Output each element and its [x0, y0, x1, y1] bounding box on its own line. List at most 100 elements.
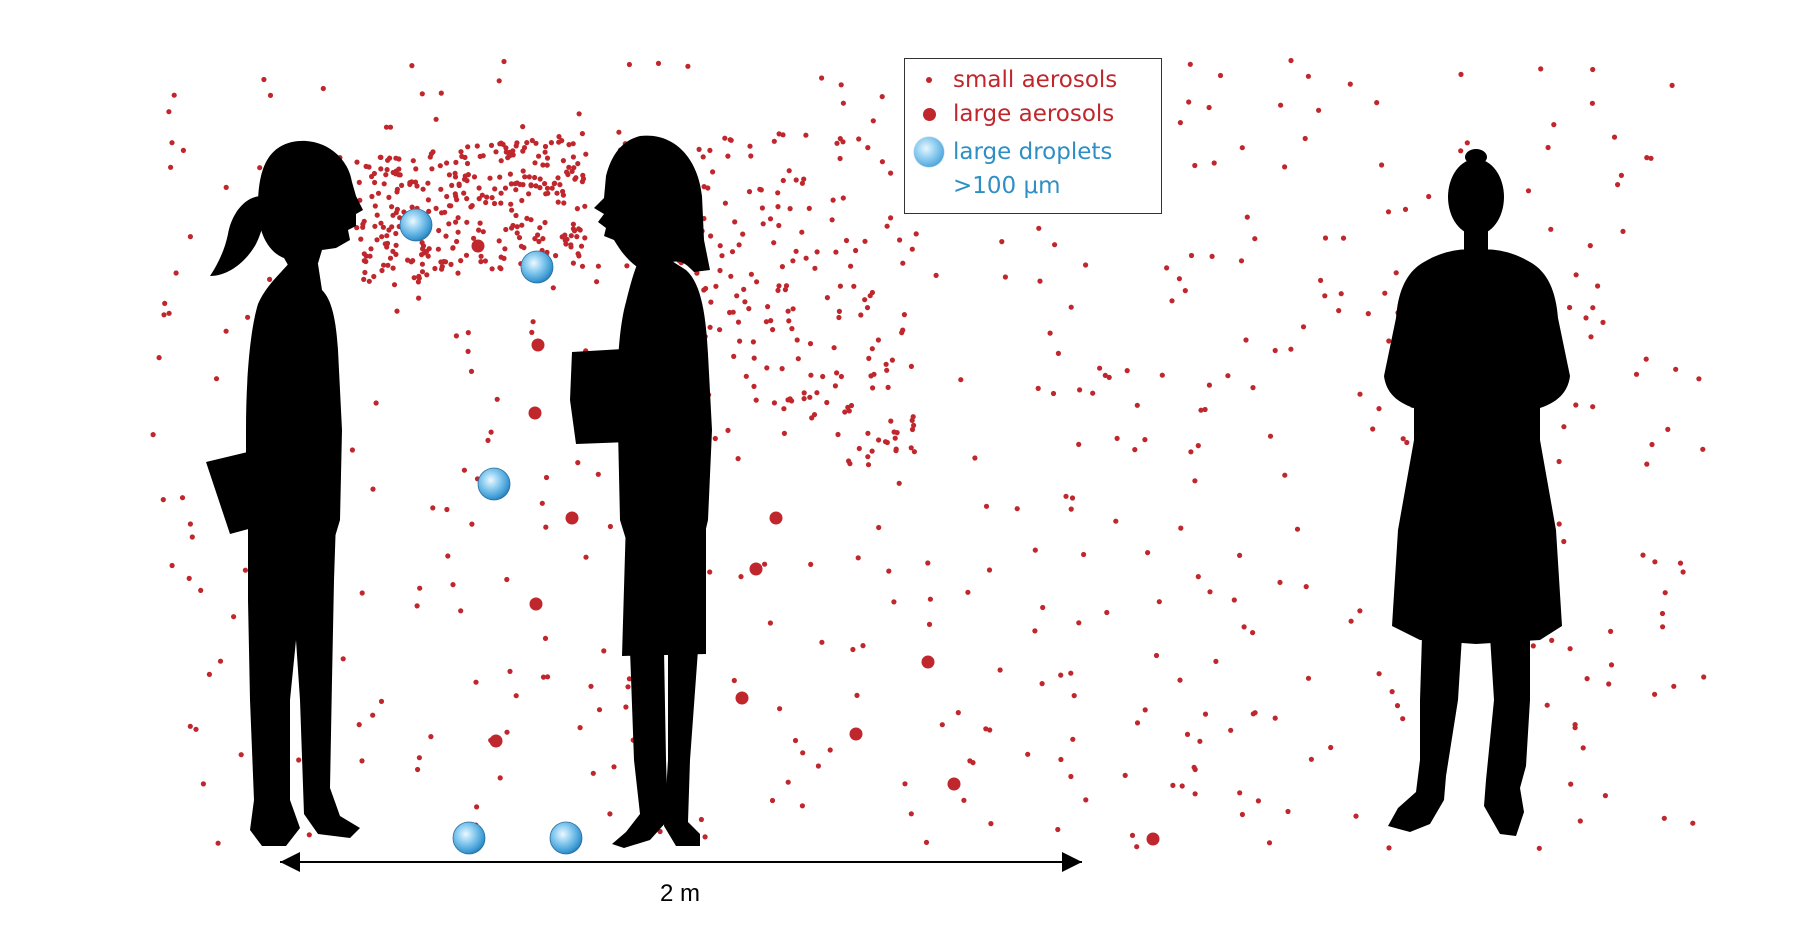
small-aerosol [448, 261, 454, 267]
small-aerosol [712, 435, 718, 442]
small-aerosol [526, 191, 532, 197]
small-aerosol [1277, 579, 1283, 586]
small-aerosol [583, 151, 589, 157]
legend-item-large-aerosols: large aerosols [905, 101, 1114, 127]
small-aerosol [444, 506, 450, 513]
small-aerosol [419, 261, 425, 267]
small-aerosol [1305, 73, 1311, 79]
small-aerosol [419, 91, 425, 97]
small-aerosol [717, 267, 723, 274]
large-aerosol-icon [922, 107, 936, 121]
small-aerosol [1644, 155, 1650, 161]
small-aerosol [623, 704, 629, 710]
small-aerosol [1169, 298, 1175, 304]
small-aerosol [393, 171, 399, 177]
small-aerosol [1070, 736, 1076, 742]
small-aerosol [474, 804, 480, 810]
small-aerosol [865, 145, 871, 151]
small-aerosol [746, 189, 753, 195]
small-aerosol [736, 242, 742, 248]
small-aerosol [1590, 305, 1596, 311]
small-aerosol [544, 155, 551, 161]
small-aerosol [1288, 57, 1294, 64]
large-aerosol [531, 338, 545, 352]
small-aerosol [1587, 243, 1593, 249]
small-aerosol [173, 270, 179, 276]
small-aerosol [532, 160, 538, 166]
small-aerosol [372, 203, 378, 209]
small-aerosol [814, 390, 820, 396]
small-aerosol [1590, 66, 1596, 73]
large-droplet [477, 467, 511, 501]
small-aerosol [759, 205, 766, 211]
small-aerosol [444, 160, 450, 166]
small-aerosol [829, 217, 835, 223]
small-aerosol [1081, 551, 1087, 558]
small-aerosol [577, 227, 583, 233]
person-left-silhouette [206, 140, 363, 846]
small-aerosol [883, 361, 889, 367]
small-aerosol [372, 179, 378, 186]
small-aerosol [884, 223, 890, 229]
small-aerosol [747, 143, 753, 149]
small-aerosol [1209, 253, 1215, 259]
small-aerosol [1068, 773, 1074, 780]
small-aerosol [833, 249, 839, 255]
small-aerosol [820, 373, 826, 380]
small-aerosol [519, 222, 525, 228]
small-aerosol [700, 154, 706, 160]
small-aerosol [801, 390, 807, 396]
small-aerosol [504, 576, 510, 583]
small-aerosol [513, 187, 519, 193]
small-aerosol [160, 497, 166, 503]
small-aerosol [439, 210, 445, 216]
small-aerosol [477, 220, 483, 226]
small-aerosol [832, 383, 839, 389]
small-aerosol [362, 269, 368, 276]
small-aerosol [1402, 206, 1409, 212]
small-aerosol [557, 182, 563, 188]
small-aerosol [416, 295, 422, 301]
small-aerosol [1164, 265, 1170, 271]
small-aerosol [730, 309, 736, 315]
small-aerosol [217, 658, 224, 664]
small-aerosol [1400, 716, 1406, 722]
small-aerosol [767, 620, 774, 626]
small-aerosol [478, 259, 484, 265]
small-aerosol [760, 221, 766, 227]
small-aerosol [1177, 677, 1183, 683]
small-aerosol [970, 760, 976, 766]
small-aerosol [775, 287, 781, 293]
small-aerosol [732, 219, 738, 225]
small-aerosol [870, 118, 876, 124]
small-aerosol [559, 138, 565, 144]
small-aerosol [939, 722, 945, 728]
small-aerosol [524, 140, 530, 146]
small-aerosol [169, 562, 175, 569]
small-aerosol [1353, 813, 1359, 819]
small-aerosol [685, 63, 691, 69]
small-aerosol [459, 153, 465, 159]
small-aerosol [1278, 102, 1284, 108]
small-aerosol [864, 305, 871, 311]
small-aerosol [751, 355, 757, 361]
small-aerosol [1071, 693, 1077, 699]
small-aerosol [862, 297, 868, 303]
small-aerosol [433, 116, 439, 122]
small-aerosol [1025, 751, 1031, 757]
small-aerosol [889, 357, 896, 363]
small-aerosol [507, 668, 513, 675]
small-aerosol [855, 555, 861, 561]
small-aerosol [257, 165, 263, 171]
small-aerosol [399, 182, 405, 188]
small-aerosol [1671, 683, 1677, 689]
small-aerosol [464, 219, 470, 225]
small-aerosol [528, 217, 534, 223]
small-aerosol [501, 255, 507, 261]
large-droplet [549, 821, 583, 855]
small-aerosol [448, 203, 454, 209]
small-aerosol [1104, 609, 1110, 616]
small-aerosol [417, 585, 423, 591]
small-aerosol [1426, 193, 1432, 200]
